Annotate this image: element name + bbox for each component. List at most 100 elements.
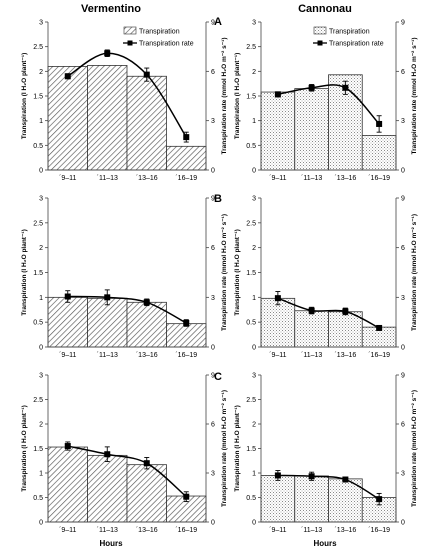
x-axis-label-cannonau: Hours	[313, 539, 337, 548]
x-axis-label-vermentino: Hours	[99, 539, 123, 548]
x-tick-label: ´11–13	[301, 352, 322, 359]
y-tick-label: 3	[252, 20, 256, 27]
legend-label-transpiration: Transpiration	[139, 29, 180, 36]
transpiration-bar	[166, 145, 207, 171]
rate-marker	[143, 460, 150, 467]
rate-marker	[274, 295, 281, 302]
x-tick-label: ´13–16	[136, 352, 158, 359]
y-tick-label: 2	[39, 245, 43, 252]
panel-a-vermentino: 0 0.5 1 1.5 2 2.5 3 0 3 6 9 ´9–11 ´11–13 ´13–16 ´16–19…	[21, 20, 228, 183]
y2-axis-label: Transpiration rate (mmol H₂O m⁻² s⁻¹)	[411, 37, 418, 154]
y-axis-label: Transpiration (l H₂O plant⁻¹)	[21, 229, 28, 316]
y2-tick-label: 6	[401, 69, 405, 76]
y2-tick-label: 9	[401, 20, 405, 27]
column-title-cannonau: Cannonau	[298, 3, 352, 15]
y-tick-label: 3	[252, 373, 256, 380]
legend-label-rate: Transpiration rate	[329, 41, 384, 48]
transpiration-bar	[260, 91, 296, 171]
y2-tick-label: 0	[401, 520, 405, 527]
rate-marker	[308, 84, 315, 91]
rate-marker	[143, 299, 150, 306]
panel-letter-b: B	[214, 193, 222, 205]
rate-marker	[376, 120, 383, 127]
x-tick-label: ´13–16	[334, 527, 356, 534]
transpiration-bar	[47, 446, 88, 523]
y-tick-label: 1.5	[33, 446, 43, 453]
x-tick-label: ´16–19	[368, 527, 390, 534]
panel-c-cannonau: 0 0.5 1 1.5 2 2.5 3 0 3 6 9 ´9–11 ´11–13 ´13–16 ´16–19…	[234, 373, 418, 535]
y2-tick-label: 3	[401, 471, 405, 478]
x-tick-label: ´9–11	[59, 352, 76, 359]
y-tick-label: 3	[39, 196, 43, 203]
y2-tick-label: 9	[211, 196, 215, 203]
y-tick-label: 2.5	[246, 220, 256, 227]
x-tick-label: ´16–19	[175, 527, 197, 534]
transpiration-rate-line	[67, 445, 187, 498]
transpiration-bar	[260, 475, 296, 523]
rate-marker	[64, 293, 71, 300]
transpiration-bar	[294, 475, 329, 523]
transpiration-rate-line	[277, 474, 380, 500]
x-tick-label: ´16–19	[175, 352, 197, 359]
x-tick-label: ´11–13	[97, 527, 118, 534]
y2-axis-label: Transpiration rate (mmol H₂O m⁻² s⁻¹)	[221, 214, 228, 331]
transpiration-rate-line	[67, 295, 187, 324]
rate-marker	[308, 473, 315, 480]
transpiration-rate-line	[277, 84, 380, 125]
y-tick-label: 1.5	[246, 94, 256, 101]
panel-b-cannonau: 0 0.5 1 1.5 2 2.5 3 0 3 6 9 ´9–11 ´11–13 ´13–16 ´16–19…	[234, 196, 418, 360]
y-tick-label: 0.5	[246, 143, 256, 150]
panel-letter-a: A	[214, 16, 222, 28]
y2-tick-label: 9	[211, 20, 215, 27]
y2-tick-label: 0	[401, 168, 405, 175]
rate-marker	[342, 84, 349, 91]
y2-tick-label: 0	[211, 520, 215, 527]
y-tick-label: 2.5	[246, 44, 256, 51]
y-tick-label: 2	[39, 69, 43, 76]
y-tick-label: 0	[252, 520, 256, 527]
x-tick-label: ´16–19	[368, 352, 390, 359]
y-axis-label: Transpiration (l H₂O plant⁻¹)	[234, 53, 241, 140]
column-title-vermentino: Vermentino	[81, 3, 141, 15]
y-tick-label: 0	[39, 520, 43, 527]
y-tick-label: 2	[252, 245, 256, 252]
y-tick-label: 0.5	[33, 320, 43, 327]
rate-marker	[104, 451, 111, 458]
x-tick-label: ´13–16	[334, 352, 356, 359]
x-tick-label: ´11–13	[301, 527, 322, 534]
y-tick-label: 2	[39, 422, 43, 429]
transpiration-bar	[87, 297, 128, 348]
x-tick-label: ´9–11	[269, 352, 286, 359]
y-axis-label: Transpiration (l H₂O plant⁻¹)	[234, 405, 241, 492]
x-tick-label: ´11–13	[97, 352, 118, 359]
y-tick-label: 1.5	[33, 270, 43, 277]
rate-marker	[342, 476, 349, 483]
rate-marker	[274, 91, 281, 98]
y-tick-label: 3	[39, 20, 43, 27]
y2-tick-label: 3	[401, 118, 405, 125]
y-axis-label: Transpiration (l H₂O plant⁻¹)	[21, 405, 28, 492]
y2-axis-label: Transpiration rate (mmol H₂O m⁻² s⁻¹)	[411, 390, 418, 507]
y-axis-label: Transpiration (l H₂O plant⁻¹)	[234, 229, 241, 316]
y2-axis-label: Transpiration rate (mmol H₂O m⁻² s⁻¹)	[221, 37, 228, 154]
transpiration-bar	[166, 323, 207, 348]
transpiration-bar	[294, 88, 329, 171]
y2-tick-label: 3	[211, 471, 215, 478]
y-axis-label: Transpiration (l H₂O plant⁻¹)	[21, 53, 28, 140]
transpiration-bar	[87, 454, 128, 523]
y-tick-label: 0	[39, 345, 43, 352]
panel-letter-c: C	[214, 371, 222, 383]
transpiration-bar	[47, 296, 88, 348]
rate-marker	[274, 472, 281, 479]
y2-tick-label: 0	[211, 345, 215, 352]
rate-marker	[308, 307, 315, 314]
legend-swatch-transpiration	[123, 26, 137, 35]
rate-marker	[104, 294, 111, 301]
y2-tick-label: 6	[401, 422, 405, 429]
x-tick-label: ´13–16	[136, 175, 158, 182]
y-tick-label: 2.5	[33, 44, 43, 51]
rate-marker	[183, 319, 190, 326]
rate-marker	[183, 493, 190, 500]
y-tick-label: 0	[39, 168, 43, 175]
